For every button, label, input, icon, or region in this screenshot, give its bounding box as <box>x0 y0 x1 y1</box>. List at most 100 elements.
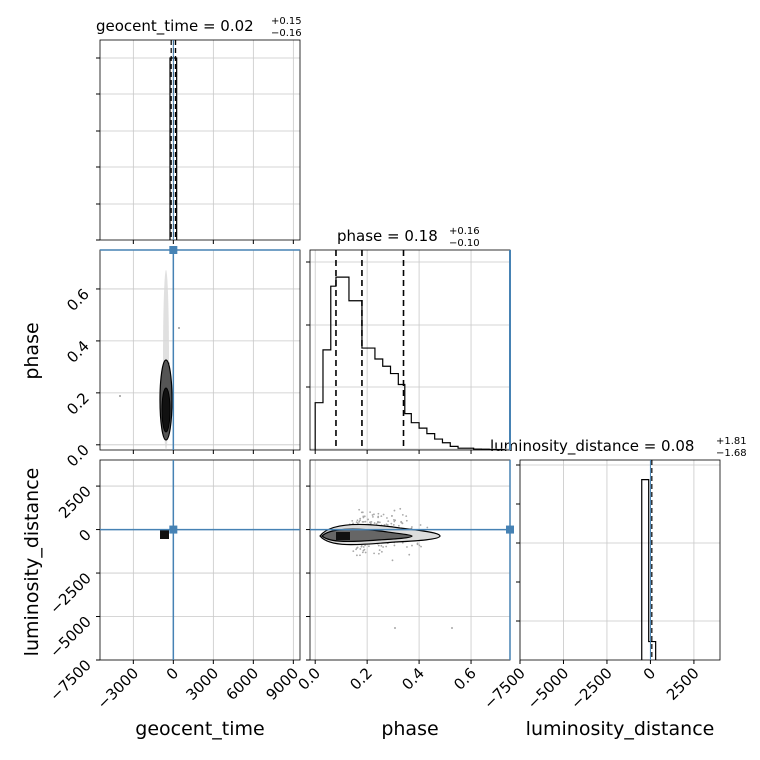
xtick-label-phase-2: 0.4 <box>398 664 428 694</box>
title-geocent-time-minus: −0.16 <box>271 28 302 39</box>
dp-truth-marker <box>506 525 514 534</box>
panel-phase-vs-geocent-frame <box>99 249 301 451</box>
title-luminosity-distance-text: luminosity_distance = 0.08 <box>490 437 694 456</box>
title-phase: phase = 0.18 +0.16 −0.10 <box>337 226 480 249</box>
panel-hist-geocent-time <box>96 39 301 244</box>
title-geocent-time-plus: +0.15 <box>271 16 302 27</box>
dp-sample-112 <box>416 543 419 546</box>
dp-sample-124 <box>364 544 366 547</box>
ytick-label-phase-0: 0.0 <box>63 441 93 471</box>
xlabel-phase: phase <box>381 718 438 740</box>
panel-hist-phase-frame <box>309 249 511 451</box>
ytick-label-distance-4: 2500 <box>55 482 95 522</box>
xtick-label-geocent-0: −3000 <box>94 664 143 713</box>
dp-sample-205 <box>362 549 365 552</box>
dp-contour-core <box>336 532 350 540</box>
dp-sample-177 <box>358 520 361 523</box>
dp-sample-73 <box>368 545 370 548</box>
dp-sample-250 <box>405 519 408 522</box>
panel-hist-phase <box>306 249 511 454</box>
dp-sample-259 <box>367 518 369 521</box>
dp-sample-17 <box>351 519 354 522</box>
dp-sample-165 <box>405 515 408 518</box>
xtick-label-distance-2: −2500 <box>567 664 616 713</box>
dp-sample-223 <box>377 512 380 515</box>
dp-sample-203 <box>419 524 422 526</box>
dp-sample-149 <box>387 520 390 523</box>
dp-sample-108 <box>359 548 362 550</box>
dp-sample-144 <box>362 546 365 548</box>
dp-sample-200 <box>360 544 363 547</box>
dp-sample-186 <box>400 521 403 524</box>
xtick-label-geocent-2: 3000 <box>182 664 222 704</box>
xtick-label-distance-3: 0 <box>640 664 659 683</box>
title-geocent-time-text: geocent_time = 0.02 <box>96 17 254 36</box>
title-phase-plus: +0.16 <box>449 226 480 237</box>
dp-sample-143 <box>393 544 396 547</box>
xlabel-luminosity-distance: luminosity_distance <box>526 718 715 740</box>
title-geocent-time: geocent_time = 0.02 +0.15 −0.16 <box>96 16 302 39</box>
dp-sample-67 <box>362 516 365 519</box>
title-phase-minus: −0.10 <box>449 238 480 249</box>
pg-sample-outlier-b <box>178 327 180 329</box>
dp-sample-outlier-b <box>451 627 453 629</box>
hist-phase-steps <box>314 276 505 451</box>
panel-hist-geocent-time-frame <box>99 39 301 241</box>
dp-sample-114 <box>375 523 378 525</box>
dp-sample-178 <box>370 521 373 523</box>
svg-text:geocent_time = 0.02: geocent_time = 0.02 <box>96 17 254 36</box>
dp-sample-195 <box>380 550 383 553</box>
dp-sample-128 <box>378 549 381 551</box>
dp-sample-71 <box>373 513 375 516</box>
dp-sample-51 <box>377 516 380 519</box>
xtick-label-geocent-3: 6000 <box>222 664 262 704</box>
panel-distance-vs-geocent-frame <box>99 459 301 661</box>
dp-sample-141 <box>364 520 367 523</box>
dp-sample-188 <box>408 553 411 556</box>
dp-sample-147 <box>418 544 421 547</box>
dp-sample-225 <box>390 522 393 525</box>
panel-distance-vs-phase <box>306 459 514 664</box>
ytick-label-distance-3: 0 <box>75 526 94 545</box>
dp-sample-155 <box>393 518 395 521</box>
dp-sample-256 <box>364 551 367 554</box>
ytick-label-phase-3: 0.6 <box>63 285 93 315</box>
dp-sample-121 <box>352 550 355 553</box>
dp-sample-233 <box>382 513 385 516</box>
dp-sample-107 <box>363 515 366 518</box>
dp-sample-251 <box>393 509 396 512</box>
dp-sample-246 <box>356 554 358 557</box>
dp-sample-65 <box>410 526 413 528</box>
dp-sample-173 <box>385 545 388 548</box>
dp-sample-48 <box>380 515 383 517</box>
xtick-label-distance-0: −7500 <box>480 664 529 713</box>
dp-sample-216 <box>377 544 380 547</box>
pg-truth-marker <box>169 246 178 254</box>
dp-sample-219 <box>401 513 404 516</box>
dp-sample-4 <box>391 559 394 562</box>
dp-sample-outlier-a <box>394 627 396 629</box>
dp-sample-183 <box>386 517 388 519</box>
dp-sample-53 <box>361 511 364 514</box>
panel-hist-distance <box>516 459 721 664</box>
dp-sample-37 <box>361 520 364 523</box>
title-luminosity-distance-plus: +1.81 <box>716 436 747 447</box>
dp-sample-254 <box>386 523 389 526</box>
ylabel-phase: phase <box>21 322 43 379</box>
dp-sample-179 <box>355 521 358 524</box>
dp-sample-46 <box>359 554 361 557</box>
dp-sample-64 <box>406 546 408 548</box>
dp-sample-232 <box>399 507 402 510</box>
dp-sample-252 <box>372 515 374 518</box>
dp-sample-93 <box>377 552 380 555</box>
dp-sample-145 <box>383 523 386 526</box>
dp-sample-169 <box>359 517 362 520</box>
dp-sample-199 <box>369 511 371 514</box>
title-luminosity-distance: luminosity_distance = 0.08 +1.81 −1.68 <box>490 436 747 459</box>
ytick-label-distance-1: −5000 <box>46 613 95 662</box>
ylabel-luminosity-distance: luminosity_distance <box>21 468 43 657</box>
dp-sample-150 <box>382 546 385 548</box>
dp-sample-253 <box>361 551 364 554</box>
hist-dist-steps <box>641 479 657 660</box>
